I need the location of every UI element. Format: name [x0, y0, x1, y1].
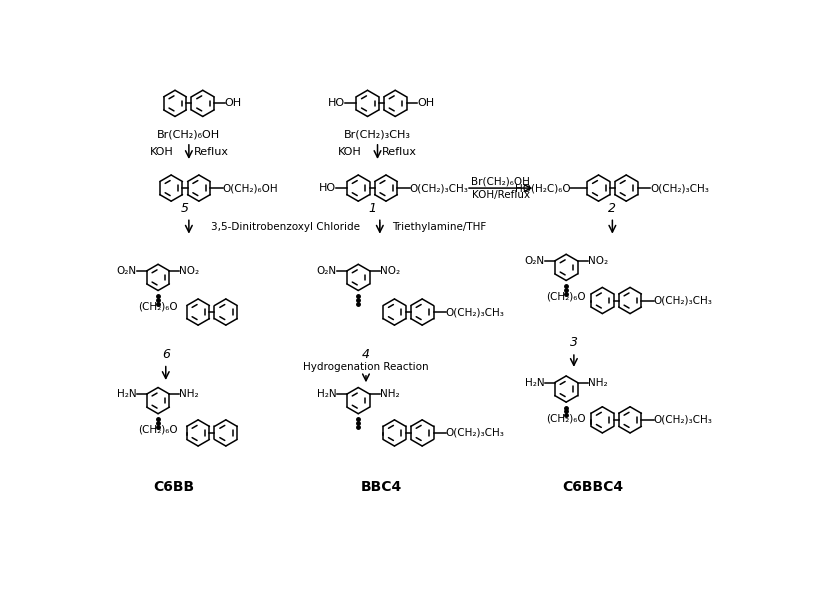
Text: Br(CH₂)₆OH: Br(CH₂)₆OH [471, 176, 530, 186]
Text: NH₂: NH₂ [587, 378, 607, 388]
Text: Reflux: Reflux [382, 147, 417, 157]
Text: H₂N: H₂N [117, 389, 136, 399]
Text: NO₂: NO₂ [180, 266, 199, 276]
Text: Br(CH₂)₆OH: Br(CH₂)₆OH [158, 129, 221, 139]
Text: 3,5-Dinitrobenzoxyl Chloride: 3,5-Dinitrobenzoxyl Chloride [211, 221, 359, 231]
Text: (CH₂)₆O: (CH₂)₆O [547, 413, 586, 423]
Text: O(CH₂)₃CH₃: O(CH₂)₃CH₃ [650, 183, 709, 193]
Text: O(CH₂)₃CH₃: O(CH₂)₃CH₃ [654, 295, 712, 305]
Text: (CH₂)₆O: (CH₂)₆O [138, 302, 178, 311]
Text: KOH: KOH [150, 147, 173, 157]
Text: 2: 2 [609, 202, 616, 214]
Text: OH: OH [225, 98, 242, 108]
Text: |: | [378, 221, 382, 232]
Text: BBC4: BBC4 [361, 480, 402, 494]
Text: 1: 1 [368, 202, 376, 214]
Text: 5: 5 [181, 202, 189, 214]
Text: Reflux: Reflux [194, 147, 229, 157]
Text: NO₂: NO₂ [380, 266, 400, 276]
Text: HO: HO [328, 98, 346, 108]
Text: O₂N: O₂N [317, 266, 337, 276]
Text: O(CH₂)₃CH₃: O(CH₂)₃CH₃ [654, 415, 712, 425]
Text: HO(H₂C)₆O: HO(H₂C)₆O [515, 183, 570, 193]
Text: Br(CH₂)₃CH₃: Br(CH₂)₃CH₃ [344, 129, 411, 139]
Text: O(CH₂)₃CH₃: O(CH₂)₃CH₃ [446, 428, 505, 438]
Text: H₂N: H₂N [317, 389, 337, 399]
Text: 4: 4 [362, 348, 370, 361]
Text: O₂N: O₂N [525, 256, 545, 266]
Text: H₂N: H₂N [525, 378, 545, 388]
Text: O(CH₂)₃CH₃: O(CH₂)₃CH₃ [446, 307, 505, 317]
Text: KOH: KOH [337, 147, 361, 157]
Text: (CH₂)₆O: (CH₂)₆O [138, 425, 178, 435]
Text: C6BB: C6BB [153, 480, 194, 494]
Text: NH₂: NH₂ [380, 389, 400, 399]
Text: KOH/Reflux: KOH/Reflux [471, 190, 529, 200]
Text: Hydrogenation Reaction: Hydrogenation Reaction [303, 362, 429, 372]
Text: NO₂: NO₂ [587, 256, 608, 266]
Text: O(CH₂)₃CH₃: O(CH₂)₃CH₃ [409, 183, 468, 193]
Text: O₂N: O₂N [117, 266, 136, 276]
Text: HO: HO [319, 183, 336, 193]
Text: (CH₂)₆O: (CH₂)₆O [547, 292, 586, 302]
Text: C6BBC4: C6BBC4 [563, 480, 623, 494]
Text: OH: OH [417, 98, 435, 108]
Text: O(CH₂)₆OH: O(CH₂)₆OH [222, 183, 278, 193]
Text: 3: 3 [570, 336, 578, 349]
Text: Triethylamine/THF: Triethylamine/THF [392, 221, 486, 231]
Text: NH₂: NH₂ [180, 389, 199, 399]
Text: 6: 6 [162, 348, 170, 361]
